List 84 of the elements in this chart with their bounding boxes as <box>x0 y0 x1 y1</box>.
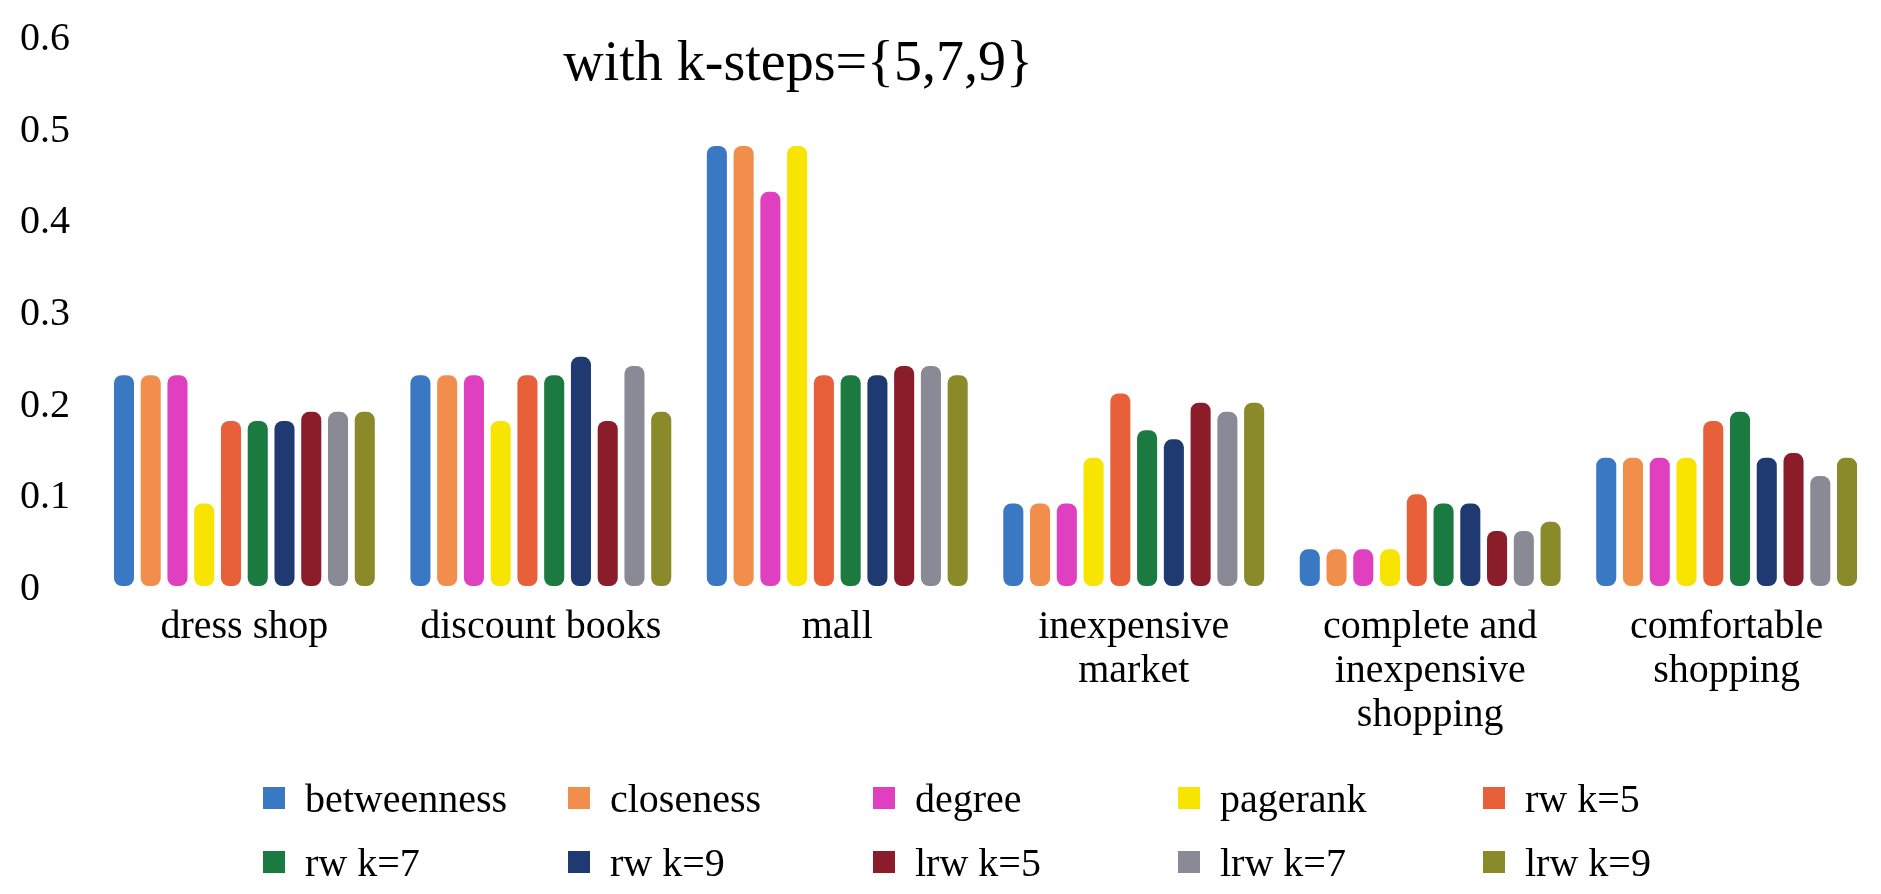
x-tick-label: mall <box>801 602 873 647</box>
bar <box>1460 503 1481 586</box>
bar <box>813 375 834 586</box>
bar <box>597 421 618 586</box>
bar <box>327 411 349 586</box>
bar <box>354 411 375 586</box>
bar <box>1110 393 1131 586</box>
x-tick-label: inexpensive market <box>1038 602 1230 691</box>
bar <box>1540 521 1561 586</box>
bar <box>517 375 538 586</box>
x-tick-label: discount books <box>420 602 662 647</box>
bar <box>194 503 215 586</box>
bar <box>1837 457 1858 586</box>
y-tick-label: 0 <box>20 564 40 609</box>
bar <box>1649 457 1670 586</box>
legend-label: closeness <box>610 776 762 821</box>
bar <box>1190 402 1211 586</box>
y-tick-label: 0.1 <box>20 472 70 518</box>
bar <box>1244 402 1265 586</box>
bar <box>760 191 781 586</box>
y-tick-label: 0.5 <box>20 105 70 151</box>
bar <box>1003 503 1024 586</box>
bar <box>274 421 295 586</box>
legend-label: rw k=5 <box>1525 776 1640 821</box>
bar <box>1137 430 1158 586</box>
bar <box>787 146 808 586</box>
bar <box>624 366 645 586</box>
bar <box>733 146 754 586</box>
bar <box>1433 503 1454 586</box>
bar <box>1056 503 1077 586</box>
bar <box>140 375 161 586</box>
bar <box>1810 476 1831 586</box>
legend-label: lrw k=5 <box>915 840 1041 885</box>
legend-label: pagerank <box>1220 776 1367 821</box>
bar <box>490 421 511 586</box>
bar <box>570 356 591 586</box>
bar <box>867 375 888 586</box>
y-tick-label: 0.6 <box>20 14 70 59</box>
legend-label: degree <box>915 776 1022 821</box>
legend-label: lrw k=9 <box>1525 840 1651 885</box>
bar <box>1703 421 1724 586</box>
bar <box>1596 457 1617 586</box>
bar <box>920 366 941 586</box>
bar <box>1217 411 1238 586</box>
bar <box>1622 457 1644 586</box>
bar <box>113 375 134 586</box>
bar <box>437 375 458 586</box>
bar <box>544 375 565 586</box>
bar <box>651 411 672 586</box>
y-tick-label: 0.4 <box>20 197 70 243</box>
bar <box>1783 453 1804 586</box>
bar <box>1676 457 1697 586</box>
bar <box>1083 457 1104 586</box>
y-tick-label: 0.3 <box>20 289 70 334</box>
bar <box>463 375 484 586</box>
bar <box>1487 531 1508 586</box>
bar <box>1030 503 1051 586</box>
chart-title: with k-steps={5,7,9} <box>563 30 1033 92</box>
bar <box>167 375 188 586</box>
legend-label: rw k=9 <box>610 840 725 885</box>
bar <box>1513 531 1534 586</box>
bar <box>410 375 431 586</box>
bar <box>247 421 268 586</box>
bar <box>1353 549 1374 586</box>
bar <box>840 375 861 586</box>
x-tick-label: complete and inexpensive shopping <box>1323 602 1538 735</box>
y-tick-label: 0.2 <box>20 380 70 426</box>
bar <box>220 421 242 586</box>
bar <box>1406 494 1427 586</box>
bar <box>1380 549 1401 586</box>
bar <box>1729 411 1751 586</box>
bar <box>301 411 322 586</box>
bar <box>947 375 968 586</box>
legend-label: rw k=7 <box>305 840 420 885</box>
bar <box>1163 439 1184 586</box>
x-tick-label: comfortable shopping <box>1630 602 1824 691</box>
legend-label: lrw k=7 <box>1220 840 1346 885</box>
legend-label: betweenness <box>305 776 508 821</box>
bar <box>894 366 915 586</box>
bar <box>1756 457 1777 586</box>
bar <box>1299 549 1320 586</box>
x-tick-label: dress shop <box>160 602 329 647</box>
bar <box>1326 549 1347 586</box>
bar <box>706 146 727 586</box>
